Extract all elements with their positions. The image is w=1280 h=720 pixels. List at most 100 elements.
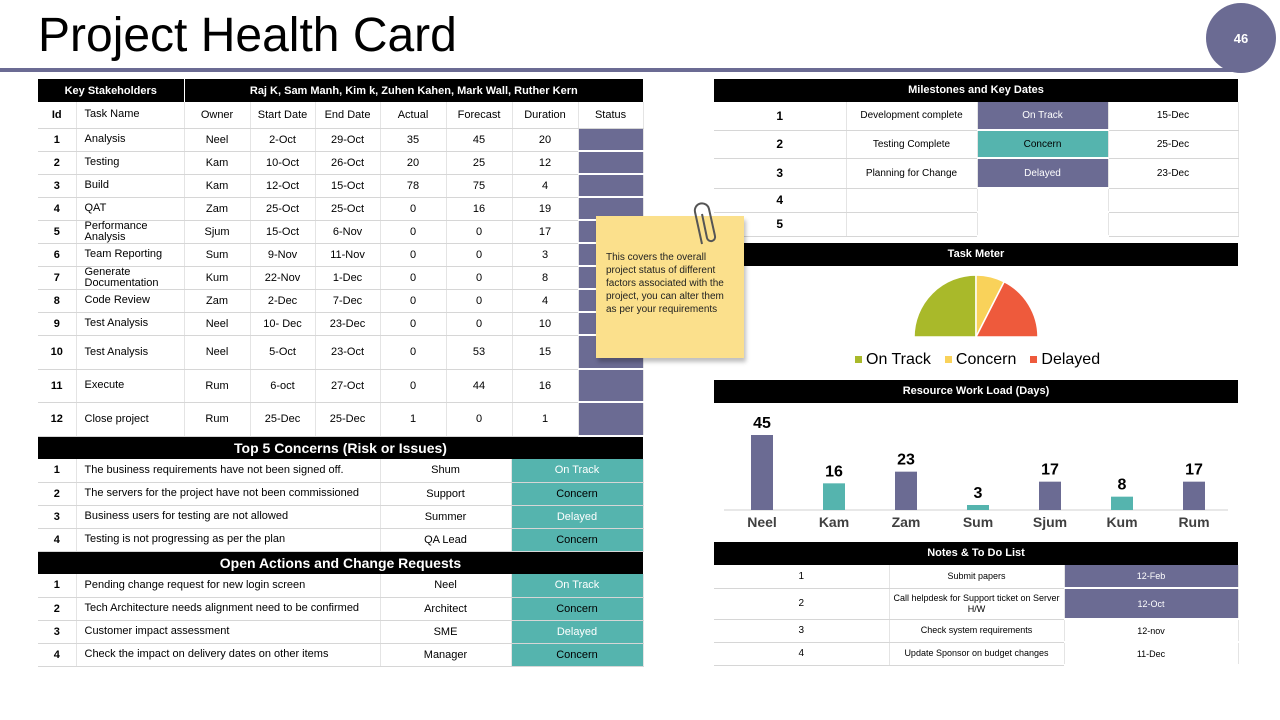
page-title: Project Health Card <box>38 9 457 62</box>
category-label: Sum <box>963 514 993 530</box>
data-label: 45 <box>753 415 771 432</box>
task-start: 15-Oct <box>250 220 316 244</box>
task-meter-legend: On Track Concern Delayed <box>855 351 1100 369</box>
concern-row-id: 4 <box>38 528 77 552</box>
task-forecast: 25 <box>446 151 513 175</box>
concern-row: 2 The servers for the project have not be… <box>38 482 644 506</box>
action-row-owner: Manager <box>380 643 512 667</box>
bar-rum <box>1183 481 1205 510</box>
milestone-date: 25-Dec <box>1108 130 1239 159</box>
note-row: 1 Submit papers 12-Feb <box>714 565 1239 589</box>
task-name: Analysis <box>76 128 185 152</box>
action-row-text: Tech Architecture needs alignment need t… <box>76 597 381 621</box>
col-header-owner: Owner <box>184 102 251 129</box>
note-text: Submit papers <box>889 565 1065 589</box>
task-actual: 0 <box>380 369 447 403</box>
action-row-text: Pending change request for new login scr… <box>76 574 381 598</box>
action-row-status: Concern <box>511 643 644 667</box>
task-duration: 20 <box>512 128 579 152</box>
concerns-table: 1 The business requirements have not been… <box>38 459 644 552</box>
col-header-id: Id <box>38 102 77 129</box>
concerns-title: Top 5 Concerns (Risk or Issues) <box>38 437 643 459</box>
task-id: 10 <box>38 335 77 370</box>
milestone-date <box>1108 212 1239 237</box>
note-row: 4 Update Sponsor on budget changes 11-Dec <box>714 642 1239 666</box>
task-actual: 0 <box>380 335 447 370</box>
action-row-text: Customer impact assessment <box>76 620 381 644</box>
notes-table: 1 Submit papers 12-Feb 2 Call helpdesk for S… <box>714 565 1239 666</box>
concern-row-owner: QA Lead <box>380 528 512 552</box>
task-owner: Rum <box>184 369 251 403</box>
action-row-id: 4 <box>38 643 77 667</box>
action-row: 2 Tech Architecture needs alignment need … <box>38 597 644 621</box>
task-forecast: 0 <box>446 402 513 437</box>
sticky-note-text: This covers the overall project status o… <box>606 252 724 315</box>
milestone-date: 23-Dec <box>1108 158 1239 189</box>
action-row-id: 3 <box>38 620 77 644</box>
legend-item-delayed: Delayed <box>1030 351 1100 369</box>
task-end: 1-Dec <box>315 266 381 290</box>
bar-neel <box>751 435 773 510</box>
task-row: 11 Execute Rum 6-oct 27-Oct 0 44 16 <box>38 369 644 403</box>
task-name: Build <box>76 174 185 198</box>
task-end: 29-Oct <box>315 128 381 152</box>
milestone-row: 1 Development complete On Track 15-Dec <box>714 102 1239 131</box>
task-duration: 17 <box>512 220 579 244</box>
milestone-name <box>846 212 978 237</box>
milestone-id: 4 <box>714 188 847 213</box>
action-row-owner: Neel <box>380 574 512 598</box>
note-row: 2 Call helpdesk for Support ticket on Ser… <box>714 588 1239 620</box>
task-start: 25-Oct <box>250 197 316 221</box>
task-name: QAT <box>76 197 185 221</box>
bar-zam <box>895 471 917 510</box>
concern-row-text: The business requirements have not been … <box>76 459 381 483</box>
task-row: 7 Generate Documentation Kum 22-Nov 1-Dec 0 0 8 <box>38 266 644 290</box>
task-end: 6-Nov <box>315 220 381 244</box>
task-name: Code Review <box>76 289 185 313</box>
action-row: 1 Pending change request for new login sc… <box>38 574 644 598</box>
task-start: 10- Dec <box>250 312 316 336</box>
task-actual: 35 <box>380 128 447 152</box>
task-start: 2-Dec <box>250 289 316 313</box>
category-label: Neel <box>747 514 777 530</box>
milestone-row: 4 <box>714 188 1239 213</box>
action-row-owner: SME <box>380 620 512 644</box>
task-status-indicator <box>578 174 644 198</box>
pie-slice-on-track <box>913 274 977 338</box>
task-row: 3 Build Kam 12-Oct 15-Oct 78 75 4 <box>38 174 644 198</box>
note-id: 1 <box>714 565 890 589</box>
task-owner: Kum <box>184 266 251 290</box>
task-name: Test Analysis <box>76 335 185 370</box>
col-header-start-date: Start Date <box>250 102 316 129</box>
milestones-title: Milestones and Key Dates <box>714 79 1238 102</box>
task-actual: 0 <box>380 197 447 221</box>
task-row: 4 QAT Zam 25-Oct 25-Oct 0 16 19 <box>38 197 644 221</box>
task-duration: 12 <box>512 151 579 175</box>
milestone-row: 5 <box>714 212 1239 237</box>
task-id: 5 <box>38 220 77 244</box>
bar-kum <box>1111 496 1133 510</box>
legend-item-on-track: On Track <box>855 351 931 369</box>
task-owner: Rum <box>184 402 251 437</box>
task-id: 4 <box>38 197 77 221</box>
task-start: 9-Nov <box>250 243 316 267</box>
legend-swatch-delayed <box>1030 356 1038 364</box>
col-header-duration: Duration <box>512 102 579 129</box>
task-owner: Sum <box>184 243 251 267</box>
workload-chart: 45 Neel 16 Kam 23 Zam 3 Sum 17 Sjum 8 Kum 17 Rum <box>724 415 1228 530</box>
actions-table: 1 Pending change request for new login sc… <box>38 574 644 667</box>
task-actual: 78 <box>380 174 447 198</box>
pie-slice-delayed <box>974 280 1039 338</box>
task-duration: 4 <box>512 289 579 313</box>
task-status-indicator <box>578 402 644 437</box>
concern-row-text: The servers for the project have not bee… <box>76 482 381 506</box>
note-text: Call helpdesk for Support ticket on Serv… <box>889 588 1065 620</box>
category-label: Zam <box>892 514 921 530</box>
concern-row: 3 Business users for testing are not allo… <box>38 505 644 529</box>
col-header-task-name: Task Name <box>76 102 185 129</box>
concern-row-id: 3 <box>38 505 77 529</box>
action-row-status: On Track <box>511 574 644 598</box>
milestone-row: 3 Planning for Change Delayed 23-Dec <box>714 158 1239 189</box>
task-actual: 0 <box>380 243 447 267</box>
task-row: 5 Performance Analysis Sjum 15-Oct 6-Nov 0 0 17 <box>38 220 644 244</box>
